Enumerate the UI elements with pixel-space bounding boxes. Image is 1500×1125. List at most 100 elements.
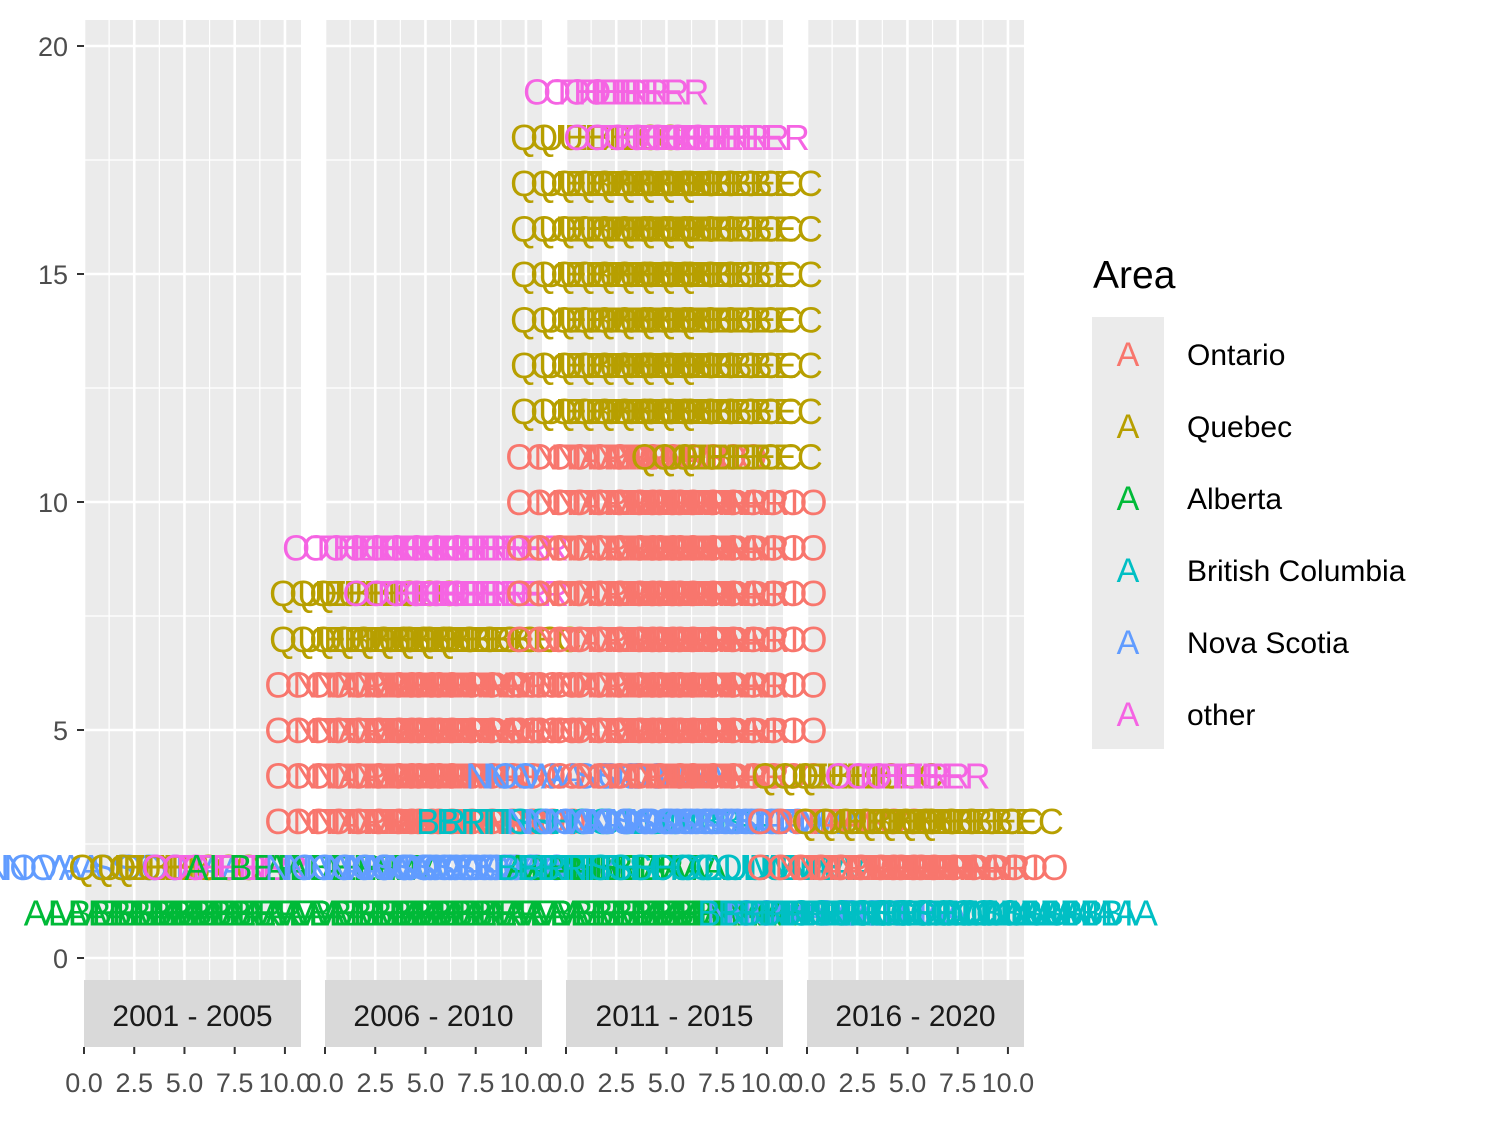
text-mark: ONTARIO bbox=[646, 756, 807, 797]
text-mark: ONTARIO bbox=[626, 528, 787, 569]
text-mark: QUEBEC bbox=[590, 208, 742, 249]
text-mark: BRITISH COLUMBIA bbox=[496, 847, 836, 888]
text-mark: QUEBEC bbox=[550, 208, 702, 249]
text-mark: ONTARIO bbox=[626, 710, 787, 751]
text-mark: QUEBEC bbox=[771, 756, 923, 797]
legend-key-glyph: A bbox=[1117, 480, 1140, 518]
text-mark: OTHER bbox=[162, 847, 288, 888]
legend-key-glyph: A bbox=[1117, 336, 1140, 374]
legend-entry-label: other bbox=[1187, 699, 1255, 732]
text-mark: ONTARIO bbox=[546, 573, 707, 614]
panel-background bbox=[566, 20, 783, 980]
text-mark: ALBERTA bbox=[566, 892, 727, 933]
text-mark: ALBERTA bbox=[285, 847, 446, 888]
text-mark: ALBERTA bbox=[405, 892, 566, 933]
text-mark: QUEBEC bbox=[651, 163, 803, 204]
text-mark: ALBERTA bbox=[666, 892, 827, 933]
text-mark: ONTARIO bbox=[345, 710, 506, 751]
text-mark: ONTARIO bbox=[606, 756, 767, 797]
text-mark: ALBERTA bbox=[526, 892, 687, 933]
text-mark: ALBERTA bbox=[164, 892, 325, 933]
text-mark: OTHER bbox=[844, 756, 970, 797]
text-mark: NOVA SCOTIA bbox=[706, 892, 947, 933]
text-mark: OTHER bbox=[664, 117, 790, 158]
text-mark: QUEBEC bbox=[651, 436, 803, 477]
facet-panel: 2001 - 2005 0.0 2.5 5.0 7.5 10.0 bbox=[65, 20, 311, 1098]
text-mark: ONTARIO bbox=[586, 528, 747, 569]
text-mark: BRITISH COLUMBIA bbox=[798, 892, 1138, 933]
text-mark: QUEBEC bbox=[631, 254, 783, 295]
text-mark: QUEBEC bbox=[631, 345, 783, 386]
text-mark: QUEBEC bbox=[530, 345, 682, 386]
text-mark: ONTARIO bbox=[365, 664, 526, 705]
text-mark: ALBERTA bbox=[546, 847, 707, 888]
text-mark: ONTARIO bbox=[566, 710, 727, 751]
text-mark: ONTARIO bbox=[526, 619, 687, 660]
facet-strip-label: 2001 - 2005 bbox=[112, 1000, 272, 1033]
text-mark: BRITISH COLUMBIA bbox=[818, 892, 1158, 933]
text-mark: ONTARIO bbox=[646, 482, 807, 523]
text-mark: NOVA SCOTIA bbox=[526, 801, 767, 842]
text-mark: ALBERTA bbox=[184, 892, 345, 933]
text-mark: OTHER bbox=[383, 573, 509, 614]
text-mark: QUEBEC bbox=[611, 254, 763, 295]
text-mark: ONTARIO bbox=[264, 710, 425, 751]
text-mark: QUEBEC bbox=[590, 254, 742, 295]
text-mark: ONTARIO bbox=[505, 710, 666, 751]
text-mark: ONTARIO bbox=[767, 801, 928, 842]
y-tick-label: 0 bbox=[53, 944, 68, 974]
text-mark: OTHER bbox=[362, 528, 488, 569]
text-mark: ONTARIO bbox=[385, 710, 546, 751]
text-mark: ONTARIO bbox=[566, 619, 727, 660]
text-mark: ONTARIO bbox=[566, 436, 727, 477]
legend-entries: A Ontario A Quebec A Alberta A British Columbia… bbox=[1092, 317, 1406, 749]
text-mark: QUEBEC bbox=[510, 117, 662, 158]
text-mark: QUEBEC bbox=[611, 208, 763, 249]
text-mark: QUEBEC bbox=[530, 254, 682, 295]
text-mark: QUEBEC bbox=[329, 619, 481, 660]
text-mark: ONTARIO bbox=[586, 573, 747, 614]
text-mark: ONTARIO bbox=[646, 664, 807, 705]
panel-background bbox=[807, 20, 1024, 980]
text-mark: ONTARIO bbox=[746, 801, 907, 842]
facet-panel: 2011 - 2015 0.0 2.5 5.0 7.5 10.0 bbox=[547, 20, 793, 1098]
text-mark: QUEBEC bbox=[570, 208, 722, 249]
legend-title: Area bbox=[1093, 254, 1176, 297]
text-mark: QUEBEC bbox=[751, 756, 903, 797]
text-mark: BRITISH COLUMBIA bbox=[416, 801, 756, 842]
x-tick-label: 0.0 bbox=[788, 1068, 826, 1098]
text-mark: QUEBEC bbox=[430, 619, 582, 660]
text-mark: OTHER bbox=[583, 72, 709, 113]
text-mark: QUEBEC bbox=[510, 163, 662, 204]
text-mark: ONTARIO bbox=[606, 528, 767, 569]
text-mark: QUEBEC bbox=[410, 619, 562, 660]
x-tick-label: 5.0 bbox=[166, 1068, 204, 1098]
text-mark: QUEBEC bbox=[671, 436, 823, 477]
text-mark: ONTARIO bbox=[325, 664, 486, 705]
text-mark: QUEBEC bbox=[651, 391, 803, 432]
text-mark: QUEBEC bbox=[611, 163, 763, 204]
text-mark: QUEBEC bbox=[289, 619, 441, 660]
text-mark: ONTARIO bbox=[526, 436, 687, 477]
text-mark: QUEBEC bbox=[671, 163, 823, 204]
x-tick-label: 7.5 bbox=[457, 1068, 495, 1098]
text-mark: BRITISH COLUMBIA bbox=[778, 892, 1118, 933]
text-mark: OTHER bbox=[443, 573, 569, 614]
text-mark: QUEBEC bbox=[510, 345, 662, 386]
text-mark: ONTARIO bbox=[626, 664, 787, 705]
text-mark: ONTARIO bbox=[907, 847, 1068, 888]
panel-background bbox=[325, 20, 542, 980]
text-mark: NOVA SCOTIA bbox=[566, 801, 807, 842]
text-mark: ONTARIO bbox=[566, 482, 727, 523]
x-tick-label: 7.5 bbox=[698, 1068, 736, 1098]
text-mark: ONTARIO bbox=[606, 573, 767, 614]
text-mark: QUEBEC bbox=[631, 391, 783, 432]
text-mark: NOVA SCOTIA bbox=[485, 756, 726, 797]
text-mark: ONTARIO bbox=[746, 847, 907, 888]
text-mark: QUEBEC bbox=[590, 300, 742, 341]
text-mark: QUEBEC bbox=[370, 619, 522, 660]
text-mark: BRITISH COLUMBIA bbox=[537, 847, 877, 888]
y-axis: 0 5 10 15 20 bbox=[38, 32, 84, 974]
text-mark: OTHER bbox=[342, 573, 468, 614]
text-mark: QUEBEC bbox=[530, 391, 682, 432]
